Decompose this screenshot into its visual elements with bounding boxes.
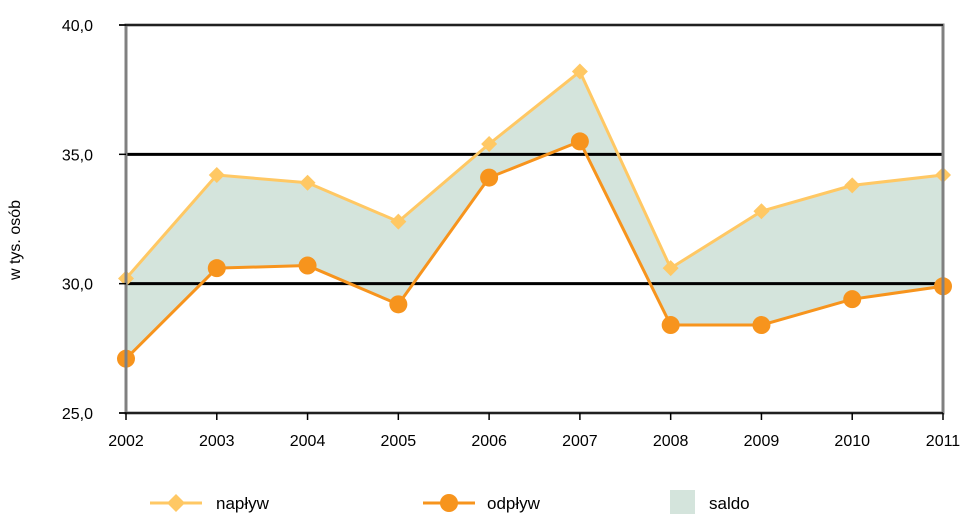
legend: napływ odpływ saldo: [150, 490, 750, 514]
data-point-diamond: [299, 174, 316, 191]
legend-label-saldo: saldo: [709, 494, 750, 513]
data-point-circle: [843, 290, 862, 309]
y-tick-label: 35,0: [62, 147, 93, 164]
saldo-area-layer: [126, 71, 943, 359]
x-tick-label: 2007: [562, 433, 598, 450]
series-odplyw: [117, 132, 952, 368]
data-point-circle: [752, 316, 771, 335]
legend-marker-naplyw: [167, 494, 185, 512]
data-point-diamond: [571, 63, 588, 80]
x-tick-label: 2008: [653, 433, 689, 450]
legend-label-naplyw: napływ: [216, 494, 270, 513]
data-point-diamond: [753, 203, 770, 220]
series-line: [124, 139, 944, 360]
data-point-circle: [570, 132, 589, 151]
series-line: [124, 70, 944, 280]
x-tick-label: 2002: [108, 433, 144, 450]
data-point-diamond: [390, 213, 407, 230]
legend-label-odplyw: odpływ: [487, 494, 541, 513]
y-axis-title: w tys. osób: [7, 200, 24, 281]
saldo-area: [126, 71, 943, 359]
x-tick-label: 2011: [926, 433, 961, 450]
x-tick-label: 2006: [471, 433, 507, 450]
x-tick-label: 2003: [199, 433, 235, 450]
axes: 25,0 30,0 35,0 40,0 2002 2003 2004 2005 2006 2007…: [62, 18, 960, 450]
data-point-circle: [480, 168, 499, 187]
x-tick-label: 2005: [381, 433, 417, 450]
legend-item-naplyw: napływ: [150, 494, 270, 513]
legend-item-saldo: saldo: [670, 490, 750, 514]
legend-swatch-saldo: [670, 490, 695, 514]
data-point-diamond: [481, 135, 498, 152]
x-tick-label: 2004: [290, 433, 326, 450]
x-tick-label: 2009: [744, 433, 780, 450]
data-point-diamond: [208, 167, 225, 184]
legend-marker-odplyw: [440, 494, 458, 512]
y-tick-label: 25,0: [62, 406, 93, 423]
data-point-diamond: [662, 260, 679, 277]
series-layer: [117, 63, 952, 368]
data-point-circle: [389, 295, 408, 314]
y-tick-label: 30,0: [62, 277, 93, 294]
x-tick-label: 2010: [834, 433, 870, 450]
data-point-circle: [298, 256, 317, 275]
data-point-diamond: [844, 177, 861, 194]
data-point-circle: [661, 316, 680, 335]
data-point-circle: [207, 259, 226, 278]
gridlines: [126, 152, 943, 286]
legend-item-odplyw: odpływ: [423, 494, 541, 513]
y-tick-label: 40,0: [62, 18, 93, 35]
